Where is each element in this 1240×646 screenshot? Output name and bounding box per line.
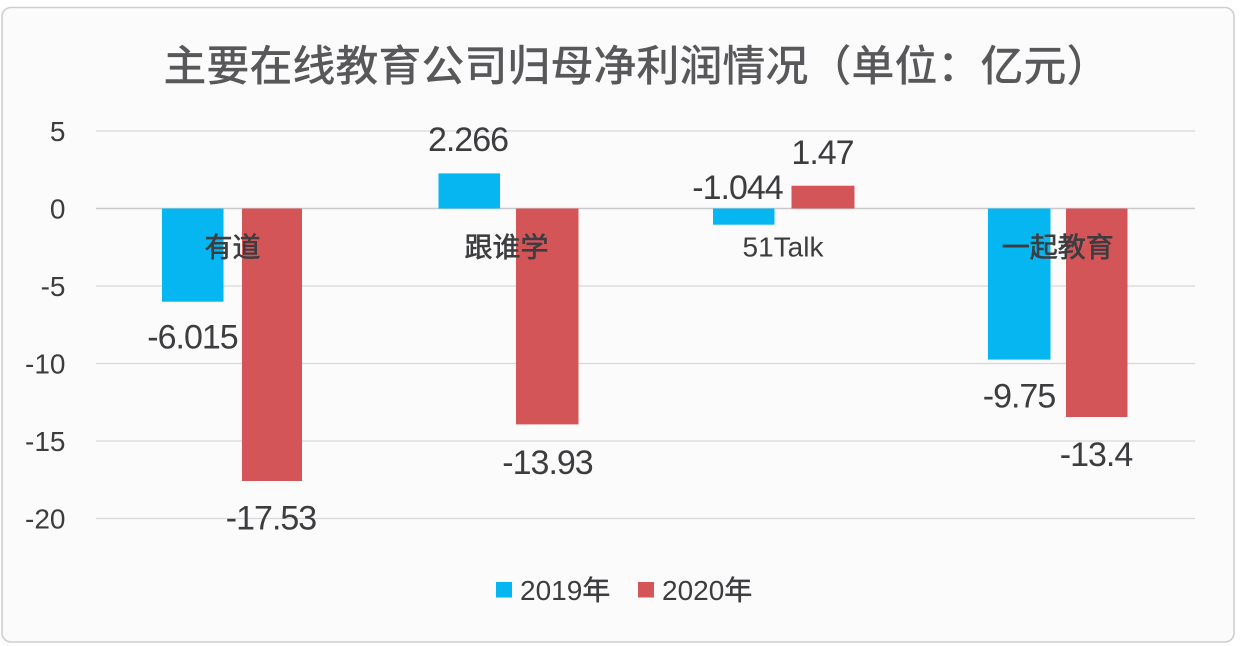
svg-text:-15: -15 <box>25 426 65 457</box>
svg-text:5: 5 <box>50 116 66 147</box>
svg-text:2.266: 2.266 <box>428 121 508 159</box>
svg-text:-13.4: -13.4 <box>1060 436 1133 474</box>
svg-text:51Talk: 51Talk <box>743 231 825 262</box>
svg-text:-10: -10 <box>25 349 65 380</box>
svg-text:0: 0 <box>50 194 66 225</box>
svg-text:1.47: 1.47 <box>791 134 853 172</box>
svg-text:-6.015: -6.015 <box>147 319 237 357</box>
svg-text:-13.93: -13.93 <box>502 444 592 482</box>
svg-text:-20: -20 <box>25 504 65 535</box>
svg-text:2020: 2020 <box>662 575 724 606</box>
svg-text:-9.75: -9.75 <box>983 378 1056 416</box>
svg-text:2019: 2019 <box>520 575 582 606</box>
svg-text:-5: -5 <box>41 271 66 302</box>
svg-text:-17.53: -17.53 <box>226 500 316 538</box>
svg-text:-1.044: -1.044 <box>692 169 782 207</box>
